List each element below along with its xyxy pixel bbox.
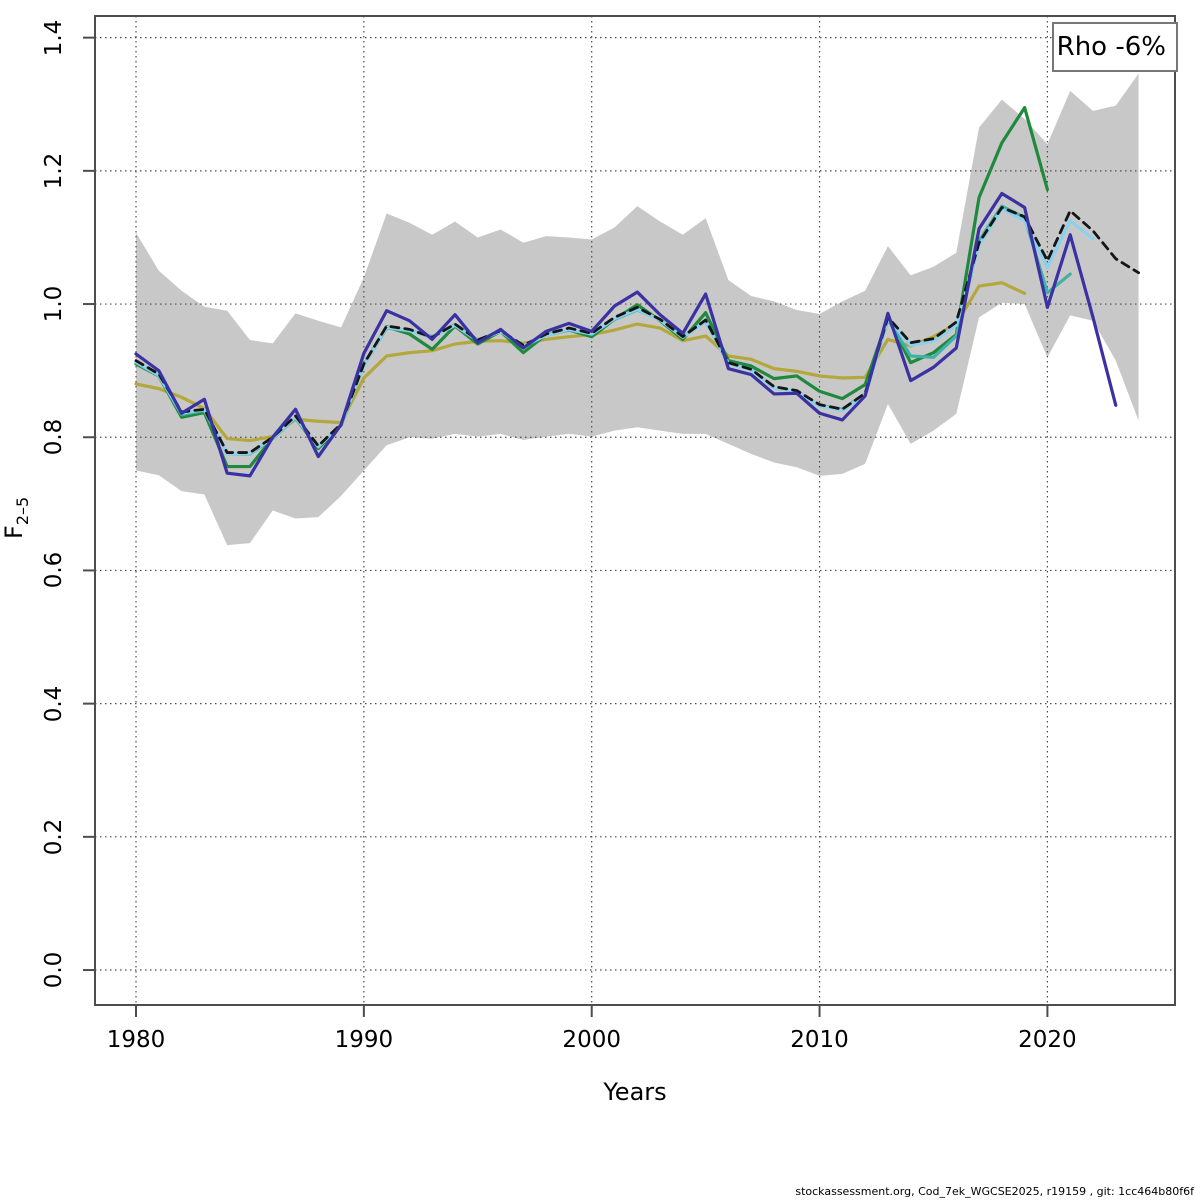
x-tick-label: 1990: [334, 1027, 394, 1053]
footer-citation-text: stockassessment.org, Cod_7ek_WGCSE2025, …: [795, 1185, 1194, 1198]
x-axis-title: Years: [603, 1078, 667, 1106]
y-axis-title-main: F: [0, 525, 29, 539]
y-tick-label: 0.8: [41, 418, 67, 456]
retrospective-lines: [134, 105, 1140, 478]
x-tick-label: 2000: [562, 1027, 621, 1053]
x-tick-label: 2020: [1018, 1027, 1077, 1053]
y-axis-title-sub: 2–5: [12, 496, 32, 526]
plot-border: [94, 15, 1176, 1006]
y-tick-label: 0.4: [41, 685, 67, 722]
plot-frame: [94, 15, 1176, 1006]
x-tick-label: 1980: [106, 1027, 166, 1053]
legend-box: Rho -6%: [1052, 22, 1178, 72]
legend-rho-label: Rho -6%: [1056, 32, 1166, 62]
y-tick-label: 1.2: [41, 152, 67, 190]
dotted-gridlines: [95, 16, 1175, 1005]
axis-tick-marks: [83, 36, 1049, 1017]
y-tick-label: 0.6: [41, 552, 67, 589]
x-tick-label: 2010: [790, 1027, 849, 1053]
y-tick-label: 1.4: [41, 19, 67, 56]
series-retro-peel-2023: [134, 191, 1118, 478]
y-tick-label: 1.0: [41, 285, 67, 323]
y-tick-label: 0.2: [41, 818, 67, 856]
y-axis-title: F2–5: [0, 468, 32, 568]
y-tick-label: 0.0: [41, 951, 67, 989]
